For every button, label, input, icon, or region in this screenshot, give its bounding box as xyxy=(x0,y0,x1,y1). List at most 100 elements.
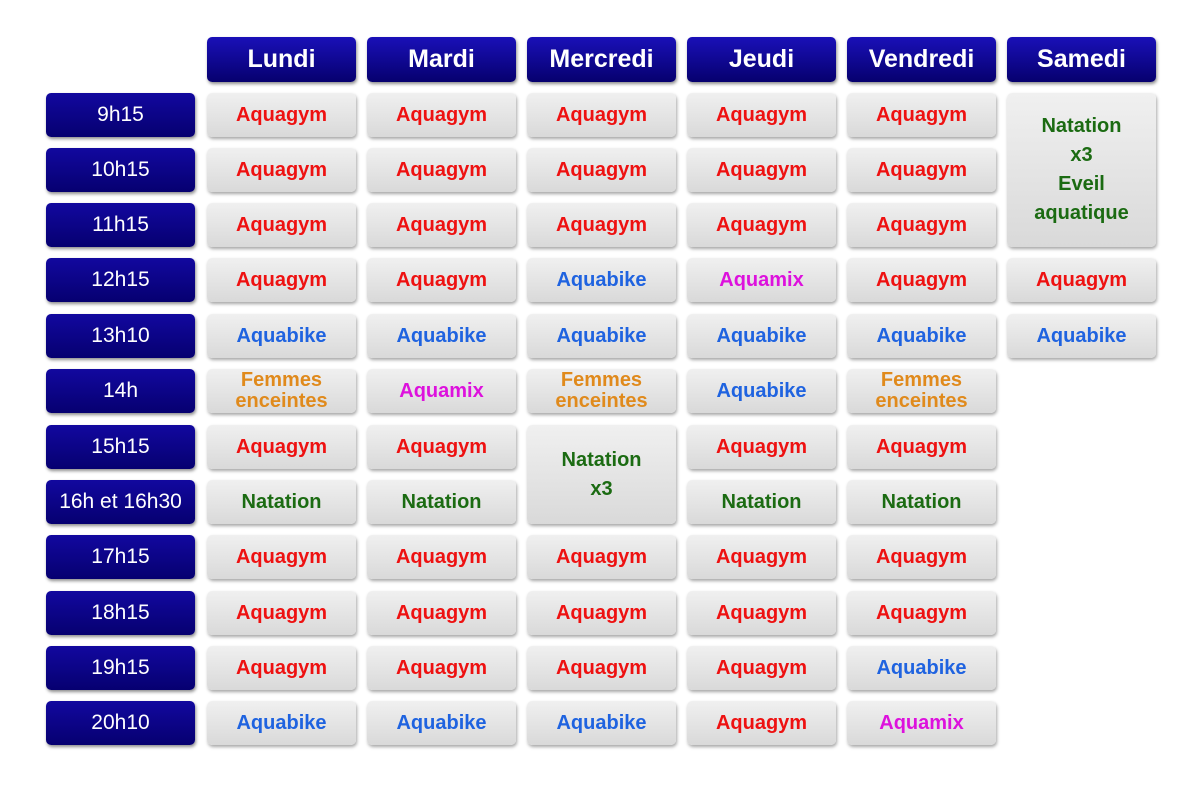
day-header-jeudi: Jeudi xyxy=(687,37,836,82)
activity-label: Aquabike xyxy=(396,324,487,347)
schedule-slot-aquabike: Aquabike xyxy=(207,701,356,745)
activity-label: Aquagym xyxy=(875,103,968,126)
day-header-vendredi: Vendredi xyxy=(847,37,996,82)
activity-label: Aquamix xyxy=(719,268,804,291)
schedule-slot-aquamix: Aquamix xyxy=(367,369,516,413)
activity-label: Aquagym xyxy=(875,158,968,181)
day-header-samedi: Samedi xyxy=(1007,37,1156,82)
activity-label: Aquagym xyxy=(395,158,488,181)
schedule-slot-aquabike: Aquabike xyxy=(847,646,996,690)
activity-label: Aquagym xyxy=(875,213,968,236)
activity-label: Natation x3 Eveil aquatique xyxy=(1034,115,1129,224)
schedule-slot-aquabike: Aquabike xyxy=(367,701,516,745)
schedule-slot-aquagym: Aquagym xyxy=(527,591,676,635)
schedule-slot-aquagym: Aquagym xyxy=(207,591,356,635)
activity-label: Aquabike xyxy=(1036,324,1127,347)
time-label-19h15: 19h15 xyxy=(46,646,195,690)
time-label-16h-et-16h30: 16h et 16h30 xyxy=(46,480,195,524)
schedule-slot-aquagym: Aquagym xyxy=(207,258,356,302)
activity-label: Aquagym xyxy=(715,545,808,568)
schedule-slot-aquagym: Aquagym xyxy=(207,203,356,247)
activity-label: Femmes enceintes xyxy=(235,369,328,412)
time-label-13h10: 13h10 xyxy=(46,314,195,358)
activity-label: Natation xyxy=(721,490,802,513)
activity-label: Aquagym xyxy=(235,213,328,236)
time-label-15h15: 15h15 xyxy=(46,425,195,469)
schedule-slot-aquagym: Aquagym xyxy=(207,425,356,469)
activity-label: Aquagym xyxy=(555,103,648,126)
activity-label: Aquamix xyxy=(879,711,964,734)
schedule-slot-aquagym: Aquagym xyxy=(367,203,516,247)
schedule-slot-aquagym: Aquagym xyxy=(687,93,836,137)
activity-label: Aquagym xyxy=(235,103,328,126)
schedule-slot-samedi-block: Natation x3 Eveil aquatique xyxy=(1007,93,1156,247)
schedule-slot-aquagym: Aquagym xyxy=(687,203,836,247)
activity-label: Femmes enceintes xyxy=(555,369,648,412)
activity-label: Aquagym xyxy=(875,268,968,291)
schedule-slot-aquagym: Aquagym xyxy=(367,535,516,579)
schedule-slot-aquamix: Aquamix xyxy=(847,701,996,745)
schedule-slot-natation: Natation xyxy=(207,480,356,524)
time-label-20h10: 20h10 xyxy=(46,701,195,745)
day-header-lundi: Lundi xyxy=(207,37,356,82)
schedule-slot-aquagym: Aquagym xyxy=(527,148,676,192)
schedule-slot-aquagym: Aquagym xyxy=(367,646,516,690)
schedule-slot-natation: Natation xyxy=(687,480,836,524)
activity-label: Aquagym xyxy=(875,601,968,624)
activity-label: Natation xyxy=(881,490,962,513)
activity-label: Aquagym xyxy=(395,268,488,291)
schedule-slot-aquagym: Aquagym xyxy=(207,148,356,192)
activity-label: Aquagym xyxy=(555,545,648,568)
schedule-slot-aquagym: Aquagym xyxy=(847,535,996,579)
activity-label: Aquagym xyxy=(555,601,648,624)
schedule-slot-natation: Natation xyxy=(847,480,996,524)
activity-label: Aquagym xyxy=(715,711,808,734)
activity-label: Aquagym xyxy=(875,435,968,458)
activity-label: Natation x3 xyxy=(561,448,642,500)
schedule-slot-aquagym: Aquagym xyxy=(527,203,676,247)
activity-label: Aquagym xyxy=(555,213,648,236)
schedule-slot-aquagym: Aquagym xyxy=(847,425,996,469)
activity-label: Aquabike xyxy=(556,268,647,291)
schedule-slot-aquagym: Aquagym xyxy=(687,535,836,579)
activity-label: Aquabike xyxy=(556,711,647,734)
time-label-18h15: 18h15 xyxy=(46,591,195,635)
activity-label: Aquagym xyxy=(715,435,808,458)
schedule-slot-aquagym: Aquagym xyxy=(847,148,996,192)
schedule-slot-aquagym: Aquagym xyxy=(687,591,836,635)
day-header-mardi: Mardi xyxy=(367,37,516,82)
activity-label: Aquagym xyxy=(1035,268,1128,291)
schedule-slot-aquabike: Aquabike xyxy=(527,258,676,302)
activity-label: Aquagym xyxy=(235,268,328,291)
schedule-slot-aquagym: Aquagym xyxy=(847,591,996,635)
schedule-slot-aquagym: Aquagym xyxy=(527,93,676,137)
schedule-slot-femmes: Femmes enceintes xyxy=(207,369,356,413)
schedule-slot-natation: Natation xyxy=(367,480,516,524)
schedule-slot-femmes: Femmes enceintes xyxy=(527,369,676,413)
activity-label: Aquabike xyxy=(716,379,807,402)
activity-label: Aquabike xyxy=(716,324,807,347)
schedule-slot-aquagym: Aquagym xyxy=(207,646,356,690)
schedule-slot-aquabike: Aquabike xyxy=(687,369,836,413)
schedule-slot-aquabike: Aquabike xyxy=(687,314,836,358)
activity-label: Aquagym xyxy=(395,656,488,679)
activity-label: Aquagym xyxy=(875,545,968,568)
schedule-slot-aquagym: Aquagym xyxy=(207,93,356,137)
schedule-slot-aquagym: Aquagym xyxy=(367,93,516,137)
schedule-slot-aquagym: Aquagym xyxy=(847,93,996,137)
schedule-slot-aquagym: Aquagym xyxy=(687,425,836,469)
activity-label: Aquabike xyxy=(876,324,967,347)
activity-label: Aquagym xyxy=(235,601,328,624)
activity-label: Natation xyxy=(401,490,482,513)
activity-label: Aquabike xyxy=(556,324,647,347)
schedule-slot-aquagym: Aquagym xyxy=(527,535,676,579)
schedule-slot-aquagym: Aquagym xyxy=(367,148,516,192)
activity-label: Aquagym xyxy=(395,435,488,458)
activity-label: Aquabike xyxy=(396,711,487,734)
schedule-slot-aquagym: Aquagym xyxy=(847,258,996,302)
schedule-slot-aquabike: Aquabike xyxy=(527,314,676,358)
schedule-slot-aquagym: Aquagym xyxy=(687,646,836,690)
activity-label: Aquabike xyxy=(876,656,967,679)
activity-label: Aquagym xyxy=(715,656,808,679)
